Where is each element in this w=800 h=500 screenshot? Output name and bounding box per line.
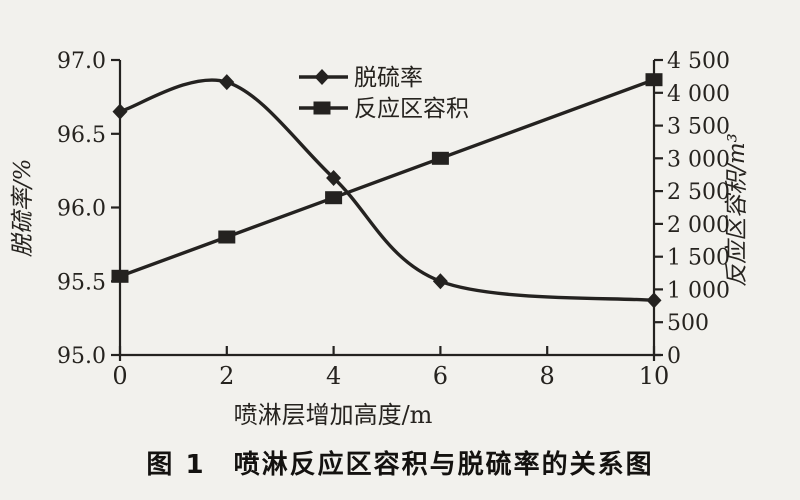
y-right-tick-label: 2 500 xyxy=(667,180,730,205)
x-tick-label: 4 xyxy=(326,362,341,390)
y-right-tick-label: 3 500 xyxy=(667,115,730,140)
series-1-marker xyxy=(431,151,449,165)
series-0-marker xyxy=(112,103,128,120)
series-0-marker xyxy=(432,273,448,290)
y-left-tick-label: 95.5 xyxy=(57,270,106,295)
series-1-marker xyxy=(325,191,343,205)
x-tick-label: 6 xyxy=(433,362,448,390)
series-1-marker xyxy=(111,269,129,283)
y-right-tick-label: 4 000 xyxy=(667,82,730,107)
x-axis-title: 喷淋层增加高度/m xyxy=(234,401,433,429)
legend-label: 脱硫率 xyxy=(354,65,423,91)
series-0-marker xyxy=(646,292,662,309)
series-1 xyxy=(111,73,663,283)
x-tick-label: 2 xyxy=(219,362,234,390)
y-right-tick-label: 2 000 xyxy=(667,213,730,238)
y-left-tick-label: 96.5 xyxy=(57,123,106,148)
legend-marker-1 xyxy=(313,101,331,115)
y-right-tick-label: 0 xyxy=(667,344,681,369)
series-0-line xyxy=(119,78,655,303)
x-tick-label: 0 xyxy=(112,362,127,390)
y-left-tick-label: 96.0 xyxy=(57,197,106,222)
y-right-axis: 4 500 4 000 3 500 3 000 2 500 2 000 1 500 1 000… xyxy=(654,49,730,369)
series-1-marker xyxy=(218,230,236,244)
y-right-tick-label: 3 000 xyxy=(667,147,730,172)
y-right-tick-label: 1 000 xyxy=(667,278,730,303)
series-0 xyxy=(112,74,662,309)
y-left-tick-label: 97.0 xyxy=(57,49,106,74)
y-right-tick-label: 500 xyxy=(667,311,709,336)
legend-marker-0 xyxy=(314,69,330,85)
y-right-tick-label: 4 500 xyxy=(667,49,730,74)
y-right-axis-title: 反应区容积/m³ xyxy=(724,133,750,287)
y-left-axis-title: 脱硫率/% xyxy=(10,159,36,258)
y-left-tick-label: 95.0 xyxy=(57,344,106,369)
x-axis: 0 2 4 6 8 10 xyxy=(112,346,669,390)
chart-svg: 97.0 96.5 96.0 95.5 95.0 4 500 4 000 3 500 3 000… xyxy=(10,49,750,429)
figure-caption: 图 1 喷淋反应区容积与脱硫率的关系图 xyxy=(146,450,654,480)
x-tick-label: 10 xyxy=(639,362,670,390)
series-0-marker xyxy=(326,170,342,186)
series-1-marker xyxy=(645,73,663,87)
chart-container: 97.0 96.5 96.0 95.5 95.0 4 500 4 000 3 500 3 000… xyxy=(10,49,750,429)
series-0-marker xyxy=(219,74,235,91)
y-left-axis: 97.0 96.5 96.0 95.5 95.0 xyxy=(57,49,120,369)
y-right-tick-label: 1 500 xyxy=(667,246,730,271)
x-tick-label: 8 xyxy=(540,362,555,390)
legend-label: 反应区容积 xyxy=(354,96,469,122)
